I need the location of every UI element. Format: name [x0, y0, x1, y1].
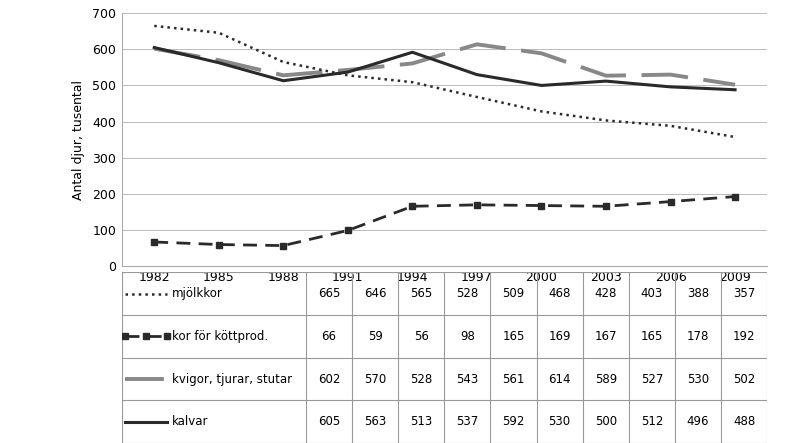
Text: 570: 570 [364, 373, 386, 385]
Text: 530: 530 [687, 373, 709, 385]
Text: 488: 488 [733, 415, 756, 428]
Text: 592: 592 [502, 415, 525, 428]
Text: 543: 543 [456, 373, 478, 385]
Text: 165: 165 [641, 330, 663, 343]
Text: 589: 589 [595, 373, 617, 385]
Text: kalvar: kalvar [172, 415, 209, 428]
Text: mjölkkor: mjölkkor [172, 287, 224, 300]
Text: 509: 509 [502, 287, 525, 300]
Text: 602: 602 [318, 373, 340, 385]
Text: 496: 496 [687, 415, 709, 428]
Text: 169: 169 [549, 330, 571, 343]
Text: 66: 66 [321, 330, 337, 343]
Text: 428: 428 [595, 287, 617, 300]
Text: 530: 530 [549, 415, 571, 428]
Text: 614: 614 [549, 373, 571, 385]
Text: 357: 357 [733, 287, 756, 300]
Text: 388: 388 [687, 287, 709, 300]
Text: 59: 59 [368, 330, 382, 343]
Text: 565: 565 [410, 287, 432, 300]
Text: 563: 563 [364, 415, 386, 428]
Text: 500: 500 [595, 415, 617, 428]
Text: 192: 192 [733, 330, 756, 343]
Text: kvigor, tjurar, stutar: kvigor, tjurar, stutar [172, 373, 293, 385]
Text: 528: 528 [456, 287, 478, 300]
Text: 165: 165 [502, 330, 525, 343]
Text: 167: 167 [595, 330, 617, 343]
Text: 528: 528 [410, 373, 432, 385]
Text: 605: 605 [318, 415, 340, 428]
Y-axis label: Antal djur, tusental: Antal djur, tusental [72, 80, 86, 199]
Text: 502: 502 [733, 373, 756, 385]
Text: 561: 561 [502, 373, 525, 385]
Text: 98: 98 [460, 330, 475, 343]
Text: 513: 513 [410, 415, 432, 428]
Text: 512: 512 [641, 415, 663, 428]
Text: kor för köttprod.: kor för köttprod. [172, 330, 268, 343]
Text: 646: 646 [364, 287, 386, 300]
Text: 468: 468 [549, 287, 571, 300]
Text: 403: 403 [641, 287, 663, 300]
Text: 178: 178 [687, 330, 709, 343]
Text: 527: 527 [641, 373, 663, 385]
Text: 56: 56 [414, 330, 429, 343]
Text: 665: 665 [318, 287, 340, 300]
Text: 537: 537 [456, 415, 478, 428]
